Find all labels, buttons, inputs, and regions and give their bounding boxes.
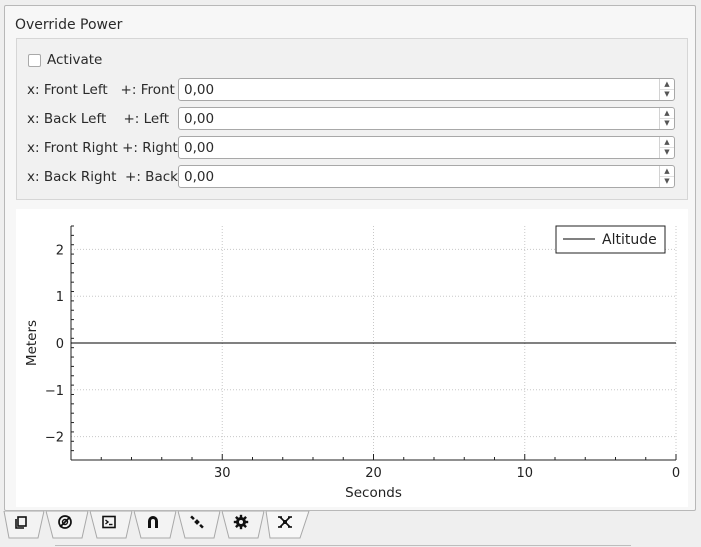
y-axis-label: Meters xyxy=(24,320,40,366)
back-right-spinbox[interactable]: 0,00 ▲ ▼ xyxy=(178,165,675,188)
activate-label: Activate xyxy=(47,52,103,68)
y-tick-label: 1 xyxy=(56,290,64,305)
tab-shape-0[interactable] xyxy=(3,511,45,539)
spin-up-icon[interactable]: ▲ xyxy=(660,137,674,148)
activate-checkbox-row[interactable]: Activate xyxy=(28,52,102,68)
satellite-icon[interactable] xyxy=(189,514,209,534)
motor-label: x: Front Left +: Front xyxy=(27,82,175,98)
x-tick-label: 20 xyxy=(365,466,382,481)
spinbox-buttons: ▲ ▼ xyxy=(659,108,674,129)
spinbox-value: 0,00 xyxy=(184,82,215,98)
front-left-spinbox[interactable]: 0,00 ▲ ▼ xyxy=(178,78,675,101)
spinbox-value: 0,00 xyxy=(184,140,215,156)
spin-down-icon[interactable]: ▼ xyxy=(664,90,670,98)
spin-down-icon[interactable]: ▼ xyxy=(664,119,670,127)
spin-up-icon[interactable]: ▲ xyxy=(660,79,674,90)
no-signal-icon[interactable] xyxy=(57,514,77,534)
front-right-spinbox[interactable]: 0,00 ▲ ▼ xyxy=(178,136,675,159)
tab-bar xyxy=(0,511,701,547)
x-tick-label: 0 xyxy=(672,466,680,481)
spinbox-buttons: ▲ ▼ xyxy=(659,79,674,100)
magnet-icon[interactable] xyxy=(145,514,165,534)
motor-label: x: Front Right +: Right xyxy=(27,140,178,156)
y-tick-label: 2 xyxy=(56,243,64,258)
spinbox-buttons: ▲ ▼ xyxy=(659,137,674,158)
x-tick-label: 10 xyxy=(516,466,533,481)
x-axis-label: Seconds xyxy=(345,485,402,501)
y-tick-label: −1 xyxy=(45,384,64,399)
drone-icon[interactable] xyxy=(277,514,297,534)
activate-checkbox[interactable] xyxy=(28,53,41,67)
motor-row-back-left: x: Back Left +: Left 0,00 ▲ ▼ xyxy=(27,107,677,131)
tab-shape-1[interactable] xyxy=(45,511,89,539)
spin-down-icon[interactable]: ▼ xyxy=(664,148,670,156)
terminal-icon[interactable] xyxy=(101,514,121,534)
pages-icon[interactable] xyxy=(13,514,33,534)
spin-down-icon[interactable]: ▼ xyxy=(664,177,670,185)
back-left-spinbox[interactable]: 0,00 ▲ ▼ xyxy=(178,107,675,130)
override-power-panel: Override Power Activate x: Front Left +:… xyxy=(4,5,696,511)
bottom-divider xyxy=(55,545,631,546)
motor-row-front-right: x: Front Right +: Right 0,00 ▲ ▼ xyxy=(27,136,677,160)
gear-icon[interactable] xyxy=(233,514,253,534)
motor-row-back-right: x: Back Right +: Back 0,00 ▲ ▼ xyxy=(27,165,677,189)
override-power-group: Activate x: Front Left +: Front 0,00 ▲ ▼… xyxy=(16,38,688,200)
legend-label: Altitude xyxy=(602,232,657,248)
spinbox-value: 0,00 xyxy=(184,169,215,185)
altitude-chart: 2 1 0 −1 −2 30 20 10 0 Seconds Meters Altitude xyxy=(16,209,688,507)
tab-shape-4[interactable] xyxy=(177,511,221,539)
motor-label: x: Back Left +: Left xyxy=(27,111,170,127)
y-tick-label: −2 xyxy=(45,431,64,446)
spin-up-icon[interactable]: ▲ xyxy=(660,108,674,119)
x-tick-label: 30 xyxy=(214,466,231,481)
group-title: Override Power xyxy=(15,17,123,33)
motor-row-front-left: x: Front Left +: Front 0,00 ▲ ▼ xyxy=(27,78,677,102)
y-tick-label: 0 xyxy=(56,337,64,352)
motor-label: x: Back Right +: Back xyxy=(27,169,178,185)
spin-up-icon[interactable]: ▲ xyxy=(660,166,674,177)
spinbox-buttons: ▲ ▼ xyxy=(659,166,674,187)
spinbox-value: 0,00 xyxy=(184,111,215,127)
